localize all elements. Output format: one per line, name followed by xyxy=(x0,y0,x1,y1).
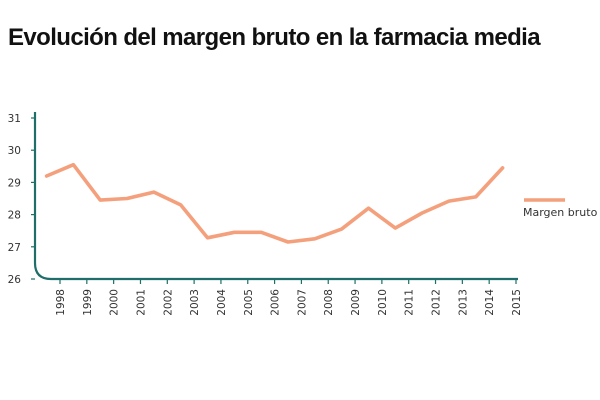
y-tick-label: 31 xyxy=(8,113,21,125)
series-line xyxy=(44,162,505,244)
x-tick-label: 2000 xyxy=(109,289,121,316)
x-tick-label: 2002 xyxy=(162,289,174,316)
y-tick-label: 30 xyxy=(8,145,21,157)
x-tick-label: 1999 xyxy=(82,289,94,316)
y-tick-label: 28 xyxy=(8,210,21,222)
x-tick-label: 2001 xyxy=(135,289,147,316)
x-tick-label: 1998 xyxy=(55,289,67,316)
x-tick-label: 2005 xyxy=(243,289,255,316)
y-tick-label: 27 xyxy=(8,242,21,254)
x-tick-label: 2003 xyxy=(189,289,201,316)
y-axis-ticks: 26 27 28 29 30 31 xyxy=(8,113,35,286)
chart-legend: Margen bruto xyxy=(523,198,598,219)
chart-series xyxy=(44,162,505,244)
axis-line xyxy=(33,112,518,281)
x-tick-label: 2012 xyxy=(431,289,443,316)
y-tick-label: 29 xyxy=(8,177,21,189)
x-tick-label: 2014 xyxy=(484,289,496,316)
x-tick-label: 2007 xyxy=(296,289,308,316)
x-axis-ticks: 1998 1999 2000 2001 2002 2003 2004 2005 2006 2007… xyxy=(55,279,523,316)
x-tick-label: 2013 xyxy=(457,289,469,316)
x-tick-label: 2004 xyxy=(216,289,228,316)
x-tick-label: 2015 xyxy=(511,289,523,316)
legend-label: Margen bruto xyxy=(523,206,598,219)
x-tick-label: 2010 xyxy=(377,289,389,316)
chart-axes xyxy=(33,112,518,281)
x-tick-label: 2008 xyxy=(323,289,335,316)
y-tick-label: 26 xyxy=(8,274,22,286)
x-tick-label: 2009 xyxy=(350,289,362,316)
x-tick-label: 2006 xyxy=(270,289,282,316)
x-tick-label: 2011 xyxy=(404,289,416,316)
chart-title: Evolución del margen bruto en la farmaci… xyxy=(8,24,541,51)
